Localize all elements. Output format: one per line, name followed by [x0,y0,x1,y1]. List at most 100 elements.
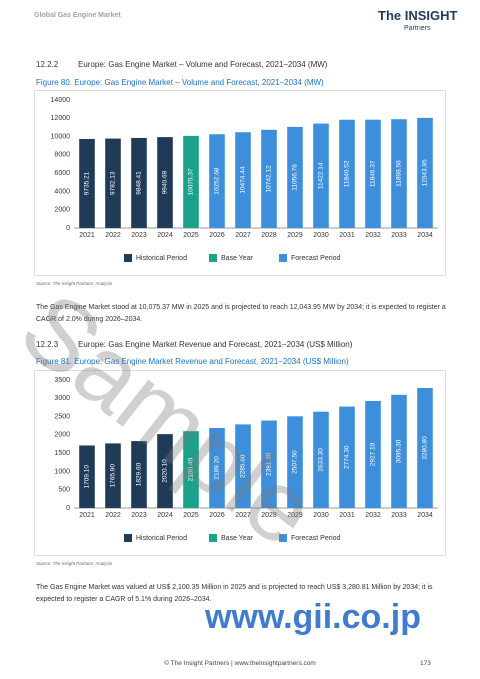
x-tick-label: 2029 [287,232,303,239]
x-tick-label: 2022 [105,232,121,239]
y-tick-label: 1000 [54,468,70,475]
section-number: 12.2.3 [36,340,59,349]
y-tick-label: 14000 [51,97,71,104]
legend-label: Base Year [221,255,254,262]
legend-swatch [124,534,132,542]
chart-frame [34,90,446,276]
legend-swatch [209,534,217,542]
bar [157,434,173,508]
x-tick-label: 2024 [157,512,173,519]
paragraph: The Gas Engine Market stood at 10,075.37… [36,304,446,323]
y-tick-label: 10000 [51,133,71,140]
data-label: 2100.40 [188,457,195,481]
bar [209,134,225,228]
data-label: 2391.30 [266,452,273,476]
bar [79,445,95,508]
y-tick-label: 8000 [54,152,70,159]
y-tick-label: 6000 [54,170,70,177]
section-heading: Europe: Gas Engine Market Revenue and Fo… [78,340,353,349]
bar [339,119,355,228]
y-tick-label: 2000 [54,207,70,214]
figure-caption: Figure 80. Europe: Gas Engine Market – V… [36,78,324,87]
x-tick-label: 2033 [391,232,407,239]
x-tick-label: 2026 [209,512,225,519]
x-tick-label: 2030 [313,232,329,239]
y-tick-label: 2500 [54,413,70,420]
legend-swatch [124,254,132,262]
x-tick-label: 2029 [287,512,303,519]
bar [235,424,251,508]
chart: 0 500 1000 1500 2000 2500 3000 3500 2021 2022 2023… [34,370,446,556]
x-tick-label: 2027 [235,232,251,239]
bar [339,406,355,508]
x-tick-label: 2031 [339,232,355,239]
data-label: 11422.14 [318,162,325,189]
data-label: 2633.30 [318,448,325,472]
data-label: 2189.20 [214,456,221,480]
x-tick-label: 2025 [183,512,199,519]
bar [105,443,121,508]
x-tick-label: 2021 [79,512,95,519]
bar [365,119,381,228]
y-tick-label: 2000 [54,432,70,439]
x-tick-label: 2032 [365,232,381,239]
legend-label: Forecast Period [291,255,341,262]
data-label: 9782.13 [110,171,117,195]
y-tick-label: 0 [66,225,70,232]
x-tick-label: 2021 [79,232,95,239]
x-tick-label: 2025 [183,232,199,239]
x-tick-label: 2032 [365,512,381,519]
bar [417,388,433,508]
x-tick-label: 2028 [261,232,277,239]
data-label: 10742.12 [266,165,273,192]
y-tick-label: 500 [58,487,70,494]
data-label: 12043.95 [422,159,429,186]
data-label: 9940.69 [162,170,169,194]
x-tick-label: 2034 [417,512,433,519]
x-tick-label: 2033 [391,512,407,519]
section-heading: Europe: Gas Engine Market – Volume and F… [78,60,328,69]
data-label: 1829.60 [136,462,143,486]
data-label: 2507.50 [292,450,299,474]
bar [131,441,147,508]
bar [131,137,147,228]
data-label: 2020.10 [162,459,169,483]
data-label: 10075.37 [188,168,195,195]
bar [261,129,277,228]
bar [79,138,95,228]
y-tick-label: 12000 [51,115,71,122]
legend-swatch [279,534,287,542]
x-tick-label: 2031 [339,512,355,519]
data-label: 2774.30 [344,445,351,469]
data-label: 11846.37 [370,160,377,187]
legend-label: Forecast Period [291,535,341,542]
page-number: 173 [420,660,431,667]
paragraph: The Gas Engine Market was valued at US$ … [36,584,433,603]
watermark: www.gii.co.jp [205,598,421,636]
x-tick-label: 2028 [261,512,277,519]
data-label: 11898.56 [396,160,403,187]
legend-label: Historical Period [136,535,187,542]
bar [105,138,121,228]
y-tick-label: 1500 [54,450,70,457]
chart-frame [34,370,446,556]
x-tick-label: 2023 [131,512,147,519]
x-tick-label: 2024 [157,232,173,239]
bar [365,400,381,508]
bar [157,137,173,228]
source: Source: The Insight Partners' Analysis [36,561,112,566]
legend-swatch [279,254,287,262]
bar [209,427,225,508]
logo: The INSIGHT [378,8,458,23]
bar [287,416,303,508]
data-label: 9735.21 [84,171,91,195]
data-label: 11056.76 [292,164,299,191]
footer: © The Insight Partners | www.theinsightp… [164,660,316,667]
data-label: 3280.80 [422,436,429,460]
legend-label: Historical Period [136,255,187,262]
data-label: 1709.10 [84,465,91,489]
figure-caption: Figure 81. Europe: Gas Engine Market Rev… [36,357,349,366]
data-label: 11840.52 [344,160,351,187]
x-tick-label: 2026 [209,232,225,239]
